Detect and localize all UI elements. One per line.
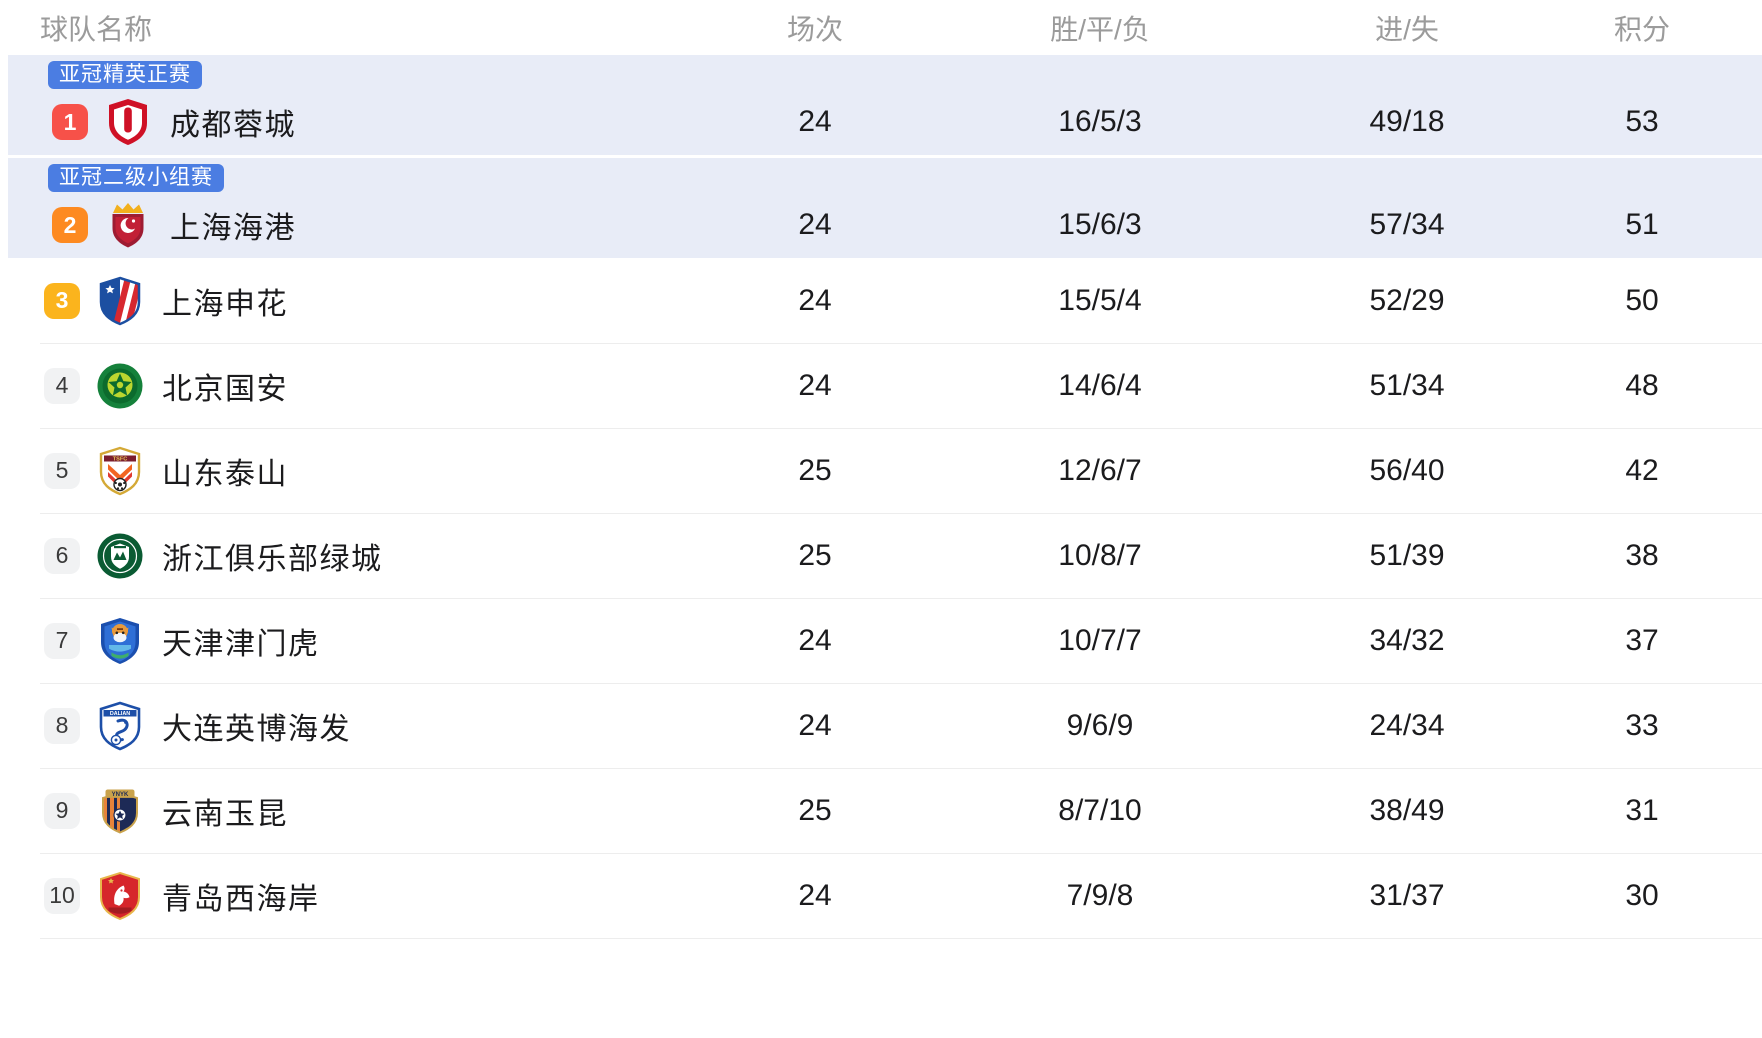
team-name: 北京国安 [162,372,288,406]
table-row[interactable]: 6 浙江俱乐部绿城 25 10/8/7 51/39 38 [0,513,1762,598]
points: 51 [1625,208,1659,241]
team-name: 上海申花 [162,287,288,321]
points: 48 [1625,368,1659,402]
column-header-record: 胜/平/负 [1050,13,1150,45]
team-crest-icon [94,360,146,412]
team-name: 云南玉昆 [162,797,288,831]
rank-badge: 8 [44,707,80,744]
points: 30 [1625,878,1659,912]
matches-played: 24 [798,708,832,742]
win-draw-loss: 10/8/7 [1058,538,1142,572]
points: 33 [1625,708,1659,742]
rank-badge: 10 [44,877,80,914]
table-body: 3 上海申花 24 15/5/4 52/29 50 4 北京国安 [0,258,1762,938]
team-crest-icon [94,615,146,667]
svg-text:YNYK: YNYK [112,792,129,798]
table-header: 球队名称 场次 胜/平/负 进/失 积分 [0,0,1762,55]
matches-played: 24 [798,105,832,138]
win-draw-loss: 9/6/9 [1066,708,1134,742]
goals-for-against: 31/37 [1369,878,1445,912]
matches-played: 25 [798,538,832,572]
points: 31 [1625,793,1659,827]
column-header-team: 球队名称 [40,13,153,45]
points: 50 [1625,283,1659,317]
rank-badge: 4 [44,367,80,404]
team-crest-icon [102,199,154,251]
table-row[interactable]: 4 北京国安 24 14/6/4 51/34 48 [0,343,1762,428]
table-row[interactable]: 亚冠精英正赛 1 成都蓉城 24 16/5/3 49/18 53 [8,55,1762,155]
team-name: 天津津门虎 [162,627,320,661]
goals-for-against: 38/49 [1369,793,1445,827]
competition-badge: 亚冠精英正赛 [48,61,202,89]
points: 42 [1625,453,1659,487]
rank-badge: 6 [44,537,80,574]
win-draw-loss: 7/9/8 [1066,878,1134,912]
points: 37 [1625,623,1659,657]
team-name: 成都蓉城 [170,109,296,142]
team-crest-icon [94,275,146,327]
win-draw-loss: 15/6/3 [1058,208,1142,241]
rank-badge: 5 [44,452,80,489]
team-name: 浙江俱乐部绿城 [162,542,383,576]
goals-for-against: 57/34 [1369,208,1445,241]
matches-played: 24 [798,283,832,317]
team-name: 上海海港 [170,212,296,245]
win-draw-loss: 12/6/7 [1058,453,1142,487]
win-draw-loss: 14/6/4 [1058,368,1142,402]
goals-for-against: 51/34 [1369,368,1445,402]
svg-text:TSFC: TSFC [113,456,128,462]
matches-played: 25 [798,793,832,827]
matches-played: 25 [798,453,832,487]
team-name: 大连英博海发 [162,712,351,746]
team-name: 青岛西海岸 [162,882,320,916]
win-draw-loss: 15/5/4 [1058,283,1142,317]
column-header-goals: 进/失 [1375,13,1439,45]
win-draw-loss: 10/7/7 [1058,623,1142,657]
matches-played: 24 [798,208,832,241]
svg-text:DALIAN: DALIAN [110,711,130,717]
rank-badge: 3 [44,282,80,319]
matches-played: 24 [798,623,832,657]
team-crest-icon [94,870,146,922]
team-crest-icon: DALIAN [94,700,146,752]
table-row[interactable]: 亚冠二级小组赛 2 上海海港 24 15/6/3 57/34 51 [8,158,1762,258]
table-row[interactable]: 3 上海申花 24 15/5/4 52/29 50 [0,258,1762,343]
win-draw-loss: 8/7/10 [1058,793,1142,827]
rank-badge: 7 [44,622,80,659]
points: 53 [1625,105,1659,138]
divider [40,938,1762,939]
matches-played: 24 [798,368,832,402]
team-crest-icon: TSFC [94,445,146,497]
team-crest-icon: YNYK [94,785,146,837]
highlighted-rows-group: 亚冠精英正赛 1 成都蓉城 24 16/5/3 49/18 53 亚冠二级小组赛… [0,55,1762,258]
column-header-played: 场次 [786,13,843,45]
table-row[interactable]: 8 DALIAN 大连英博海发 24 9/6/9 24/34 33 [0,683,1762,768]
goals-for-against: 51/39 [1369,538,1445,572]
goals-for-against: 24/34 [1369,708,1445,742]
competition-badge: 亚冠二级小组赛 [48,164,224,192]
rank-badge: 9 [44,792,80,829]
goals-for-against: 34/32 [1369,623,1445,657]
goals-for-against: 56/40 [1369,453,1445,487]
column-header-points: 积分 [1613,13,1670,45]
table-row[interactable]: 5 TSFC 山东泰山 25 12/6/7 56/40 42 [0,428,1762,513]
table-row[interactable]: 9 YNYK 云南玉昆 25 8/7/10 38/49 31 [0,768,1762,853]
team-crest-icon [94,530,146,582]
win-draw-loss: 16/5/3 [1058,105,1142,138]
goals-for-against: 49/18 [1369,105,1445,138]
goals-for-against: 52/29 [1369,283,1445,317]
table-row[interactable]: 10 青岛西海岸 24 7/9/8 31/37 30 [0,853,1762,938]
points: 38 [1625,538,1659,572]
table-row[interactable]: 7 天津津门虎 24 10/7/7 34/32 37 [0,598,1762,683]
rank-badge: 1 [52,104,88,140]
team-name: 山东泰山 [162,457,288,491]
rank-badge: 2 [52,207,88,243]
matches-played: 24 [798,878,832,912]
team-crest-icon [102,96,154,148]
